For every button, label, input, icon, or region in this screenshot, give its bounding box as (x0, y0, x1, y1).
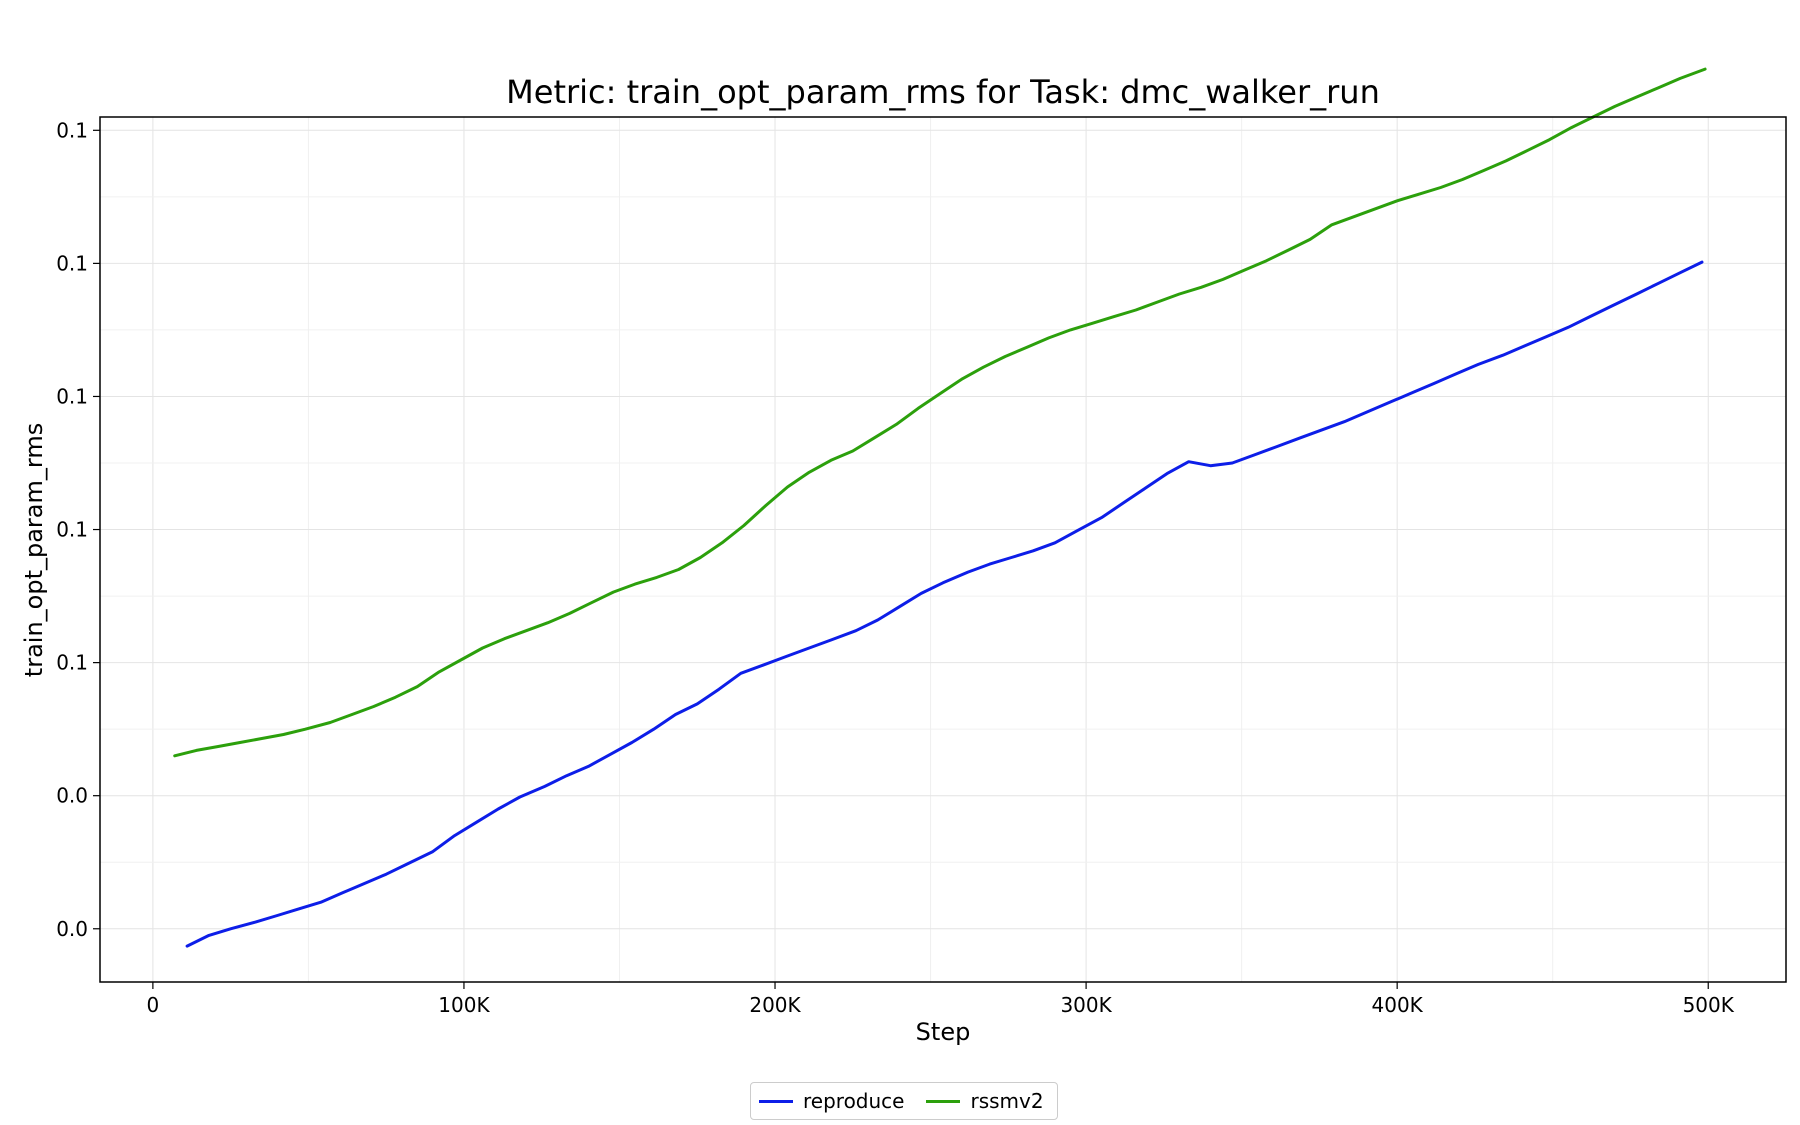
x-tick-label: 200K (749, 993, 801, 1017)
series-lines (173, 67, 1707, 948)
y-tick-label: 0.0 (56, 917, 88, 941)
y-tick-label: 0.0 (56, 784, 88, 808)
x-axis-label: Step (916, 1018, 971, 1046)
plot-frame (99, 116, 1787, 983)
y-axis-label: train_opt_param_rms (20, 423, 48, 677)
legend-swatch-rssmv2 (926, 1099, 961, 1103)
grid (100, 117, 1786, 982)
y-tick-label: 0.1 (56, 118, 88, 142)
legend-item-reproduce: reproduce (759, 1089, 904, 1113)
y-tick-label: 0.1 (56, 251, 88, 275)
y-tick-label: 0.1 (56, 651, 88, 675)
legend-label-rssmv2: rssmv2 (970, 1089, 1044, 1113)
axis-ticks: 0 100K 200K 300K 400K 500K 0.0 0.0 0.1 0.1 0.1 0.1 0… (56, 118, 1735, 1017)
y-tick-label: 0.1 (56, 518, 88, 542)
legend-label-reproduce: reproduce (803, 1089, 905, 1113)
x-tick-label: 100K (438, 993, 490, 1017)
x-tick-label: 500K (1683, 993, 1735, 1017)
legend-item-rssmv2: rssmv2 (926, 1089, 1044, 1113)
x-tick-label: 0 (147, 993, 160, 1017)
x-tick-label: 400K (1372, 993, 1424, 1017)
legend: reproduce rssmv2 (750, 1082, 1058, 1120)
chart-title: Metric: train_opt_param_rms for Task: dm… (506, 73, 1380, 111)
series-line-rssmv2 (173, 67, 1707, 758)
legend-swatch-reproduce (759, 1099, 793, 1103)
series-line-reproduce (185, 260, 1704, 948)
y-tick-label: 0.1 (56, 384, 88, 408)
x-tick-label: 300K (1060, 993, 1112, 1017)
